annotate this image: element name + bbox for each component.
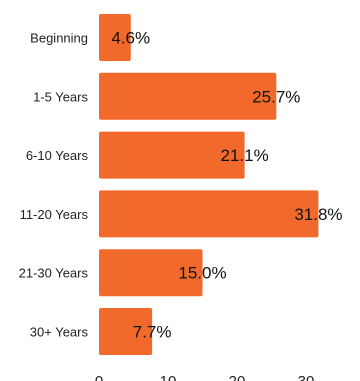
- data-label: 7.7%: [133, 323, 172, 342]
- x-tick-label: 30: [298, 373, 315, 381]
- bar: [99, 249, 203, 297]
- category-label: Beginning: [30, 31, 88, 46]
- bar: [99, 308, 153, 355]
- category-label: 11-20 Years: [20, 207, 89, 222]
- bar: [99, 190, 319, 238]
- data-label: 21.1%: [220, 146, 268, 165]
- x-tick-label: 20: [229, 373, 246, 381]
- x-tick-label: 10: [160, 373, 177, 381]
- category-label: 6-10 Years: [26, 148, 89, 163]
- category-label: 1-5 Years: [33, 89, 88, 104]
- bar: [99, 131, 245, 179]
- category-label: 21-30 Years: [19, 266, 89, 281]
- data-label: 31.8%: [294, 205, 342, 224]
- bar: [99, 14, 131, 61]
- data-label: 15.0%: [178, 264, 226, 283]
- x-tick-label: 0: [95, 373, 103, 381]
- data-label: 25.7%: [252, 87, 300, 106]
- category-label: 30+ Years: [30, 325, 89, 340]
- bar: [99, 72, 277, 120]
- data-label: 4.6%: [111, 29, 150, 48]
